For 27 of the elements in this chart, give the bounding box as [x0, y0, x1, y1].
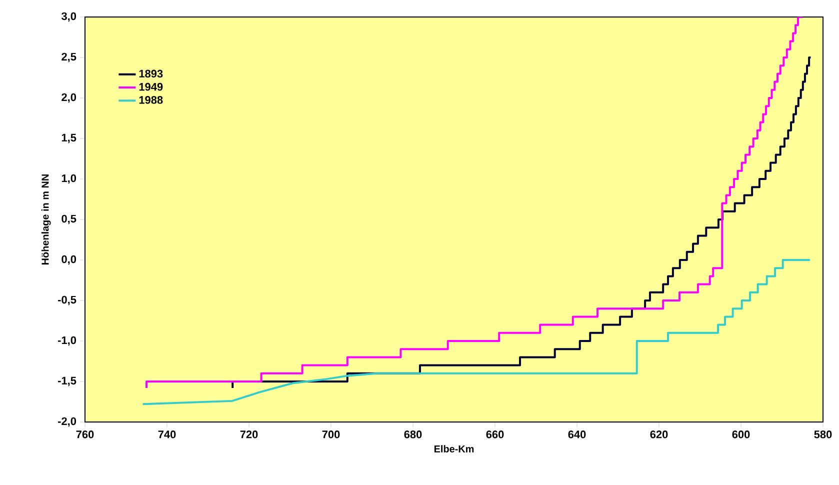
y-tick-label: -2,0: [58, 417, 76, 427]
x-tick-label: 760: [76, 430, 94, 438]
x-tick-label: 580: [814, 430, 832, 438]
line-series: [142, 258, 811, 406]
y-tick-label: -1,5: [58, 376, 76, 386]
y-tick-label: 1,5: [62, 134, 76, 144]
legend-label: 1988: [139, 96, 163, 104]
x-tick-label: 680: [404, 430, 422, 438]
legend-label: 1949: [139, 82, 163, 91]
legend-label: 1893: [139, 70, 163, 78]
x-tick-label: 600: [732, 430, 750, 438]
y-tick-label: 0,0: [62, 255, 76, 265]
y-tick-label: 2,5: [62, 52, 76, 62]
x-axis-title: Elbe-Km: [434, 445, 474, 452]
x-tick-label: 700: [322, 430, 340, 438]
y-tick-label: 1,0: [62, 174, 76, 184]
y-tick-label: 3,0: [61, 12, 76, 22]
x-tick-label: 620: [650, 430, 668, 438]
x-tick-label: 720: [240, 430, 258, 438]
x-tick-label: 740: [158, 430, 176, 438]
x-tick-label: 660: [486, 430, 504, 438]
y-tick-label: 2,0: [62, 93, 76, 103]
x-tick-label: 640: [568, 430, 586, 438]
y-tick-label: -1,0: [58, 336, 76, 346]
y-axis-title: Höhenlage in m NN: [41, 174, 51, 264]
y-tick-label: 0,5: [62, 214, 76, 224]
y-tick-label: -0,5: [58, 296, 76, 306]
